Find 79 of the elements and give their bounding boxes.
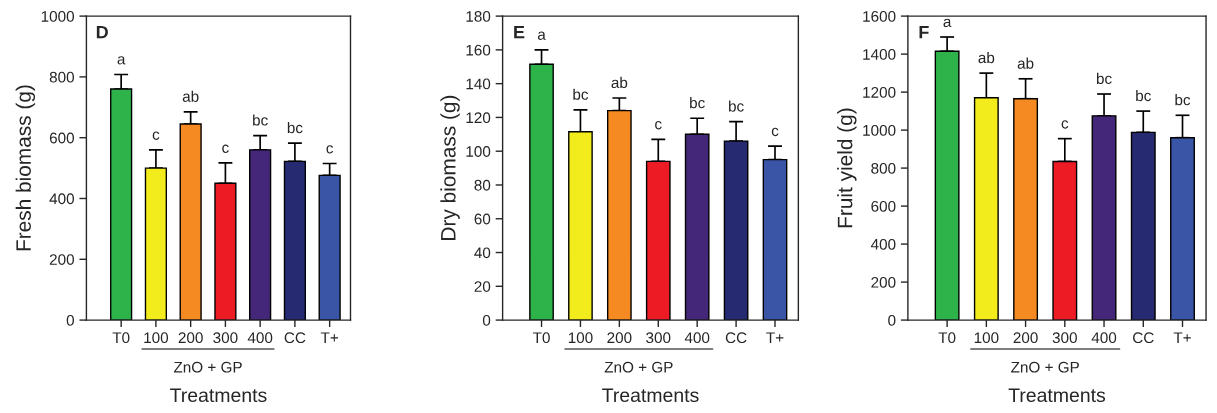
x-tick-label: CC — [284, 332, 306, 344]
annotation: bc — [690, 97, 705, 109]
x-tick-label: 300 — [646, 332, 671, 344]
annotation: bc — [729, 100, 744, 112]
y-tick-label: 800 — [49, 71, 75, 83]
annotation: bc — [1175, 94, 1191, 106]
annotation: c — [771, 127, 779, 137]
x-tick-label: T0 — [532, 332, 550, 344]
x-tick-label: CC — [1133, 332, 1154, 344]
y-tick-label: 200 — [49, 254, 75, 265]
y-tick-label: 600 — [49, 132, 75, 144]
y-tick-label: 0 — [66, 314, 74, 326]
x-tick-label: 400 — [684, 332, 710, 344]
y-axis-title: Fresh biomass (g) — [15, 85, 36, 251]
x-axis-title: Treatments — [170, 388, 267, 403]
annotation: bc — [1096, 72, 1112, 85]
x-tick-label: T+ — [1173, 332, 1191, 343]
x-tick-label: 400 — [1091, 332, 1117, 344]
annotation: c — [326, 145, 334, 154]
annotation: D — [96, 25, 108, 39]
annotation: a — [537, 31, 546, 40]
y-tick-label: 1200 — [863, 86, 896, 98]
annotation: c — [655, 121, 662, 130]
y-tick-label: 400 — [870, 238, 896, 250]
annotation: c — [222, 144, 229, 153]
y-tick-label: 80 — [474, 179, 491, 191]
text: ZnO + GP — [604, 361, 673, 373]
annotation: a — [117, 56, 126, 65]
annotation: F — [919, 25, 929, 39]
annotation: bc — [287, 121, 303, 134]
y-tick-label: 0 — [888, 314, 896, 326]
y-tick-label: 180 — [466, 10, 491, 22]
x-tick-label: 400 — [247, 332, 273, 344]
annotation: ab — [978, 51, 995, 64]
y-tick-label: 40 — [474, 247, 491, 259]
text: ZnO + GP — [1011, 361, 1079, 373]
annotation: c — [1061, 120, 1069, 129]
annotation: bc — [573, 88, 589, 100]
y-tick-label: 140 — [466, 78, 491, 90]
x-tick-label: 100 — [568, 332, 593, 344]
y-tick-label: 1400 — [863, 48, 896, 60]
x-tick-label: 300 — [213, 332, 238, 344]
y-axis-title: Fruit yield (g) — [837, 108, 857, 228]
x-tick-label: T+ — [320, 332, 339, 343]
x-tick-label: 200 — [1013, 332, 1038, 344]
y-tick-label: 800 — [871, 162, 896, 174]
annotation: E — [514, 25, 525, 39]
x-tick-label: 100 — [974, 332, 999, 344]
y-tick-label: 1000 — [863, 124, 896, 136]
y-tick-label: 60 — [474, 213, 491, 225]
y-tick-label: 20 — [474, 281, 491, 292]
x-tick-label: 200 — [178, 332, 203, 344]
y-tick-label: 100 — [466, 146, 491, 157]
y-tick-label: 200 — [871, 276, 896, 288]
y-tick-label: 120 — [466, 112, 491, 124]
x-tick-label: 100 — [144, 332, 169, 344]
y-tick-label: 600 — [871, 200, 896, 212]
y-tick-label: 1600 — [863, 10, 896, 22]
annotation: ab — [182, 90, 199, 102]
annotation: bc — [253, 114, 268, 126]
x-tick-label: T+ — [766, 332, 784, 343]
x-axis-title: Treatments — [602, 388, 699, 403]
x-tick-label: T0 — [112, 332, 130, 344]
y-tick-label: 160 — [466, 44, 491, 56]
text: ZnO + GP — [173, 361, 242, 373]
x-tick-label: 300 — [1052, 332, 1077, 344]
x-axis-title: Treatments — [1008, 388, 1106, 403]
annotation: a — [943, 18, 952, 28]
x-tick-label: 200 — [607, 332, 632, 344]
annotation: c — [152, 131, 160, 140]
annotation: ab — [611, 76, 628, 89]
x-tick-label: T0 — [938, 332, 956, 344]
y-tick-label: 400 — [49, 193, 75, 205]
y-axis-title: Dry biomass (g) — [440, 95, 460, 240]
y-tick-label: 0 — [482, 314, 491, 326]
annotation: ab — [1017, 57, 1034, 69]
y-tick-label: 1000 — [41, 10, 75, 22]
x-tick-label: CC — [725, 332, 747, 344]
annotation: bc — [1136, 89, 1151, 102]
